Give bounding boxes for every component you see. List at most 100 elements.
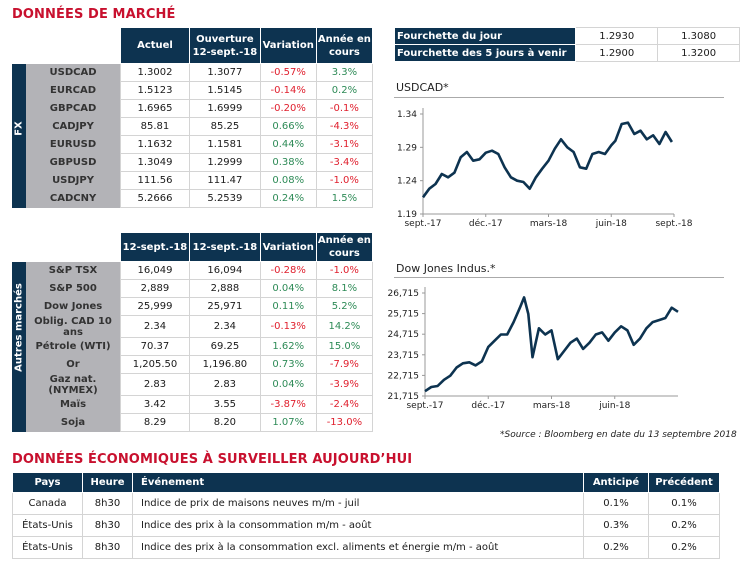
change-value: 0.24% [259,189,317,208]
y-tick-label: 22,715 [388,371,420,381]
x-tick-label: juin-18 [598,401,630,411]
range-row: Fourchette du jour 1.2930 1.3080 [393,27,740,45]
other-header-variation: Variation [259,232,317,262]
dow-jones-chart: 21,715 22,715 23,715 24,715 25,715 26,715 sept… [388,287,679,411]
change-value: 0.44% [259,135,317,154]
market-row: EURCAD 1.5123 1.5145 -0.14% 0.2% [12,81,374,100]
open-value: 2.83 [189,373,261,396]
range-high: 1.3080 [657,27,740,45]
eco-country: Canada [12,492,83,515]
economic-row: Canada 8h30 Indice de prix de maisons neuv… [12,492,720,515]
change-value: 0.08% [259,171,317,190]
open-value: 1.5145 [189,81,261,100]
fx-header-variation: Variation [259,27,317,64]
open-value: 5.2539 [189,189,261,208]
instrument-name: Gaz nat. (NYMEX) [26,373,121,396]
eco-event: Indice de prix de maisons neuves m/m - j… [132,492,584,515]
eco-expected: 0.3% [583,514,649,537]
economic-data-title: DONNÉES ÉCONOMIQUES À SURVEILLER AUJOURD… [12,452,413,467]
range-row: Fourchette des 5 jours à venir 1.2900 1.… [393,44,740,62]
y-tick-label: 21,715 [388,392,420,402]
ytd-value: -3.1% [315,135,374,154]
ytd-value: 8.1% [315,279,374,298]
other-header-ytd: Année en cours [315,232,374,262]
open-value: 16,094 [189,261,261,280]
x-tick-label: sept.-18 [655,219,692,229]
instrument-name: CADCNY [26,189,121,208]
open-value: 2,888 [189,279,261,298]
economic-row: États-Unis 8h30 Indice des prix à la conso… [12,514,720,537]
ytd-value: -2.4% [315,395,374,414]
open-value: 3.55 [189,395,261,414]
change-value: 0.38% [259,153,317,172]
y-tick-label: 24,715 [388,330,420,340]
blank-corner [26,27,121,64]
market-row: Oblig. CAD 10 ans 2.34 2.34 -0.13% 14.2% [12,315,374,338]
dow-chart-title: Dow Jones Indus.* [396,262,496,275]
range-low: 1.2900 [575,44,659,62]
market-row: S&P 500 2,889 2,888 0.04% 8.1% [12,279,374,298]
blank-corner [12,232,27,262]
economic-table: Pays Heure Événement Anticipé Précédent … [12,472,720,559]
range-label: Fourchette du jour [393,27,577,45]
instrument-name: Dow Jones [26,297,121,316]
ytd-value: -4.3% [315,117,374,136]
change-value: 1.07% [259,413,317,432]
y-tick-label: 26,715 [388,289,420,299]
instrument-name: Pétrole (WTI) [26,337,121,356]
fx-header-ouverture: Ouverture 12-sept.-18 [189,27,261,64]
other-header-current: 12-sept.-18 [119,232,191,262]
eco-time: 8h30 [82,536,133,559]
eco-header-time: Heure [82,472,133,493]
economic-row: États-Unis 8h30 Indice des prix à la conso… [12,536,720,559]
eco-country: États-Unis [12,536,83,559]
y-tick-label: 1.29 [397,143,417,153]
current-value: 25,999 [119,297,191,316]
open-value: 69.25 [189,337,261,356]
current-value: 2.83 [119,373,191,396]
current-value: 8.29 [119,413,191,432]
instrument-name: GBPUSD [26,153,121,172]
change-value: 0.04% [259,279,317,298]
open-value: 2.34 [189,315,261,338]
fx-table: Actuel Ouverture 12-sept.-18 Variation An… [12,27,374,208]
open-value: 111.47 [189,171,261,190]
fx-side-bar [12,63,27,208]
market-row: Or 1,205.50 1,196.80 0.73% -7.9% [12,355,374,374]
current-value: 3.42 [119,395,191,414]
fx-header-actuel: Actuel [119,27,191,64]
open-value: 1.3077 [189,63,261,82]
current-value: 1.1632 [119,135,191,154]
current-value: 5.2666 [119,189,191,208]
range-low: 1.2930 [575,27,659,45]
change-value: -0.57% [259,63,317,82]
change-value: -0.20% [259,99,317,118]
change-value: -0.14% [259,81,317,100]
usdcad-chart-rule [394,97,724,98]
change-value: -0.13% [259,315,317,338]
current-value: 1,205.50 [119,355,191,374]
eco-event: Indice des prix à la consommation m/m - … [132,514,584,537]
instrument-name: GBPCAD [26,99,121,118]
change-value: -3.87% [259,395,317,414]
market-row: S&P TSX 16,049 16,094 -0.28% -1.0% [12,261,374,432]
eco-header-country: Pays [12,472,83,493]
current-value: 2,889 [119,279,191,298]
eco-country: États-Unis [12,514,83,537]
x-tick-label: sept.-17 [406,401,443,411]
source-note: *Source : Bloomberg en date du 13 septem… [500,430,737,440]
fx-header-ytd: Année en cours [315,27,374,64]
range-high: 1.3200 [657,44,740,62]
change-value: 0.04% [259,373,317,396]
eco-expected: 0.1% [583,492,649,515]
ytd-value: -3.4% [315,153,374,172]
current-value: 1.3002 [119,63,191,82]
other-markets-table: 12-sept.-18 12-sept.-18 Variation Année … [12,232,374,432]
ytd-value: 15.0% [315,337,374,356]
x-tick-label: déc.-17 [469,218,503,229]
y-tick-label: 25,715 [388,310,420,320]
eco-time: 8h30 [82,514,133,537]
instrument-name: USDJPY [26,171,121,190]
x-tick-label: mars-18 [530,219,568,229]
instrument-name: Or [26,355,121,374]
